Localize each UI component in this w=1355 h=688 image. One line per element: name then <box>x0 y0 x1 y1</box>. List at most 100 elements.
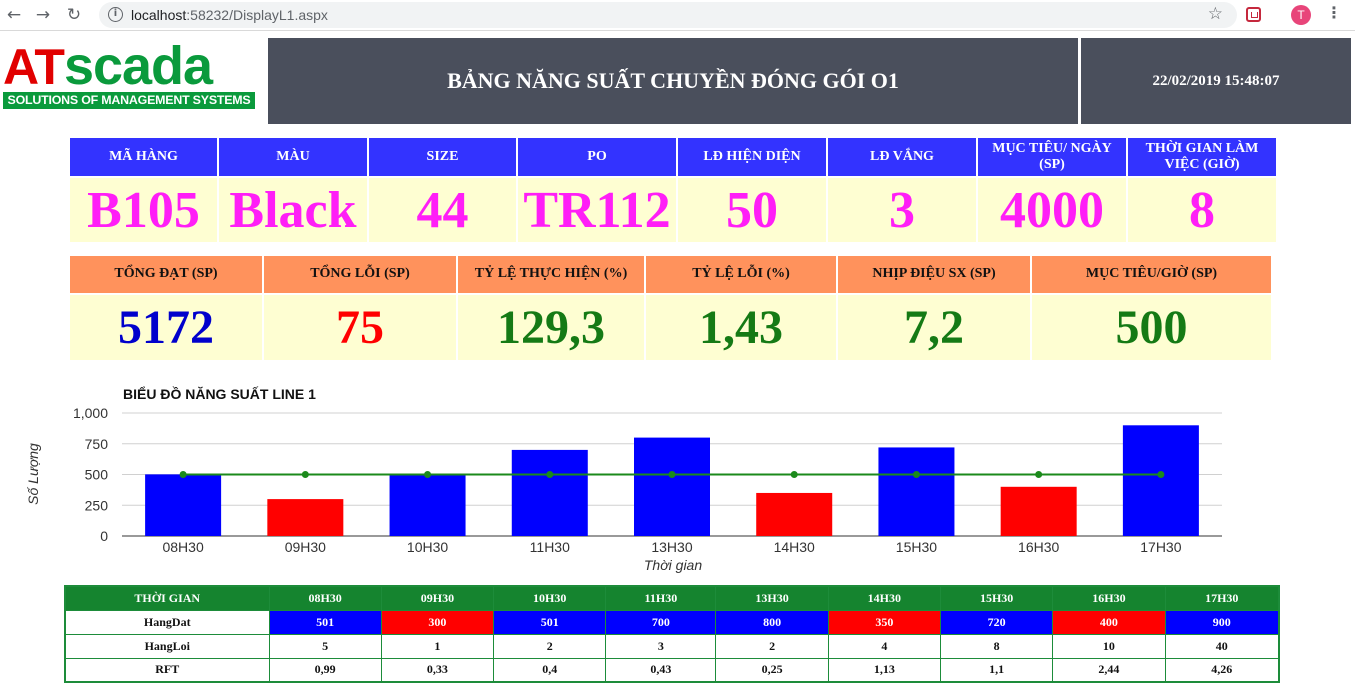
table-row: RFT 0,99 0,33 0,4 0,43 0,25 1,13 1,1 2,44 4,26 <box>64 657 1280 683</box>
bar <box>389 474 466 536</box>
table-cell: 0,99 <box>268 657 382 683</box>
target-point <box>1157 471 1165 478</box>
x-tick-label: 14H30 <box>774 539 815 555</box>
chart-svg: BIỂU ĐỒ NĂNG SUẤT LINE 1 0 250 500 750 1,000 0… <box>25 385 1222 573</box>
logo-tagline: SOLUTIONS OF MANAGEMENT SYSTEMS <box>3 92 255 109</box>
table-cell: 2 <box>493 633 607 659</box>
x-tick-label: 13H30 <box>651 539 692 555</box>
table-cell: 0,4 <box>493 657 607 683</box>
table-cell: 800 <box>715 609 829 635</box>
kpi-value: 500 <box>1032 295 1271 360</box>
product-info-header: LĐ HIỆN DIỆN <box>678 138 826 176</box>
product-info-cell: LĐ VẮNG 3 <box>828 138 976 242</box>
x-tick-label: 15H30 <box>896 539 937 555</box>
product-info-header: PO <box>518 138 676 176</box>
table-cell: 10 <box>1052 633 1166 659</box>
back-icon[interactable]: ← <box>6 5 22 25</box>
product-info-cell: MÀU Black <box>219 138 367 242</box>
kpi-value: 129,3 <box>458 295 644 360</box>
table-cell: 2,44 <box>1052 657 1166 683</box>
kpi-header: TỔNG ĐẠT (SP) <box>70 256 262 293</box>
product-info-cell: MÃ HÀNG B105 <box>70 138 217 242</box>
forward-icon[interactable]: → <box>35 5 51 25</box>
kpi-cell: TỶ LỆ LỖI (%) 1,43 <box>646 256 836 360</box>
target-point <box>546 471 554 478</box>
target-point <box>179 471 187 478</box>
url-text[interactable]: localhost:58232/DisplayL1.aspx <box>131 7 328 23</box>
table-row: HangDat 501 300 501 700 800 350 720 400 900 <box>64 609 1280 635</box>
product-info-cell: THỜI GIAN LÀM VIỆC (GIỜ) 8 <box>1128 138 1276 242</box>
profile-avatar[interactable]: T <box>1291 5 1311 25</box>
kpi-header: TỶ LỆ THỰC HIỆN (%) <box>458 256 644 293</box>
table-cell: 900 <box>1164 609 1280 635</box>
bar <box>145 474 222 536</box>
table-cell: 400 <box>1052 609 1166 635</box>
table-cell: 501 <box>268 609 382 635</box>
product-info-header: THỜI GIAN LÀM VIỆC (GIỜ) <box>1128 138 1276 176</box>
table-cell: 3 <box>605 633 717 659</box>
table-cell: 2 <box>715 633 829 659</box>
table-cell: 700 <box>605 609 717 635</box>
target-point <box>301 471 309 478</box>
page-title: BẢNG NĂNG SUẤT CHUYỀN ĐÓNG GÓI O1 <box>268 38 1078 124</box>
table-cell: 720 <box>939 609 1054 635</box>
x-tick-label: 08H30 <box>162 539 203 555</box>
bar <box>267 499 344 536</box>
bookmark-star-icon[interactable]: ☆ <box>1207 4 1223 24</box>
y-axis-title: Số Lượng <box>25 443 41 505</box>
x-tick-label: 17H30 <box>1140 539 1181 555</box>
browser-toolbar: ← → ↻ i localhost:58232/DisplayL1.aspx ☆… <box>0 0 1355 31</box>
table-cell: 1,1 <box>939 657 1054 683</box>
product-info-value: TR112 <box>518 178 676 242</box>
address-bar[interactable]: i localhost:58232/DisplayL1.aspx ☆ <box>99 2 1237 28</box>
bar <box>634 437 710 536</box>
more-menu-icon[interactable]: ⋮ <box>1326 3 1342 22</box>
kpi-value: 7,2 <box>838 295 1030 360</box>
kpi-cell: NHỊP ĐIỆU SX (SP) 7,2 <box>838 256 1030 360</box>
kpi-header: MỤC TIÊU/GIỜ (SP) <box>1032 256 1271 293</box>
kpi-cell: TỶ LỆ THỰC HIỆN (%) 129,3 <box>458 256 644 360</box>
product-info-header: MỤC TIÊU/ NGÀY (SP) <box>978 138 1126 176</box>
row-label-cell: HangDat <box>64 609 270 635</box>
table-row: THỜI GIAN 08H30 09H30 10H30 11H30 13H30 14H30 1… <box>64 585 1280 611</box>
table-cell: 0,33 <box>380 657 495 683</box>
bar <box>1122 425 1199 536</box>
extension-icon[interactable] <box>1246 7 1261 22</box>
table-cell: 4,26 <box>1164 657 1280 683</box>
info-icon[interactable]: i <box>108 7 123 22</box>
product-info-value: 44 <box>369 178 516 242</box>
target-point <box>790 471 798 478</box>
kpi-value: 1,43 <box>646 295 836 360</box>
product-info-header: MÃ HÀNG <box>70 138 217 176</box>
kpi-cell: MỤC TIÊU/GIỜ (SP) 500 <box>1032 256 1271 360</box>
bar <box>756 492 833 536</box>
table-header-cell: 16H30 <box>1052 585 1166 611</box>
product-info-value: 3 <box>828 178 976 242</box>
atscada-logo: ATscada SOLUTIONS OF MANAGEMENT SYSTEMS <box>3 39 255 112</box>
table-cell: 0,25 <box>715 657 829 683</box>
table-header-cell: 09H30 <box>380 585 495 611</box>
product-info-cell: LĐ HIỆN DIỆN 50 <box>678 138 826 242</box>
productivity-chart: BIỂU ĐỒ NĂNG SUẤT LINE 1 0 250 500 750 1,000 0… <box>20 380 1260 580</box>
x-axis-title: Thời gian <box>644 557 702 573</box>
x-tick-label: 10H30 <box>407 539 448 555</box>
table-cell: 40 <box>1164 633 1280 659</box>
table-header-cell: THỜI GIAN <box>64 585 270 611</box>
kpi-cell: TỔNG ĐẠT (SP) 5172 <box>70 256 262 360</box>
table-header-cell: 11H30 <box>605 585 717 611</box>
product-info-value: Black <box>219 178 367 242</box>
kpi-cell: TỔNG LỖI (SP) 75 <box>264 256 456 360</box>
table-cell: 0,43 <box>605 657 717 683</box>
product-info-header: MÀU <box>219 138 367 176</box>
bar <box>511 449 588 536</box>
table-cell: 4 <box>827 633 941 659</box>
table-row: HangLoi 5 1 2 3 2 4 8 10 40 <box>64 633 1280 659</box>
kpi-grid: TỔNG ĐẠT (SP) 5172 TỔNG LỖI (SP) 75 TỶ LỆ TH… <box>70 256 1271 360</box>
product-info-header: SIZE <box>369 138 516 176</box>
x-tick-label: 09H30 <box>285 539 326 555</box>
kpi-header: TỶ LỆ LỖI (%) <box>646 256 836 293</box>
product-info-cell: SIZE 44 <box>369 138 516 242</box>
reload-icon[interactable]: ↻ <box>66 5 82 25</box>
table-cell: 350 <box>827 609 941 635</box>
table-cell: 501 <box>493 609 607 635</box>
